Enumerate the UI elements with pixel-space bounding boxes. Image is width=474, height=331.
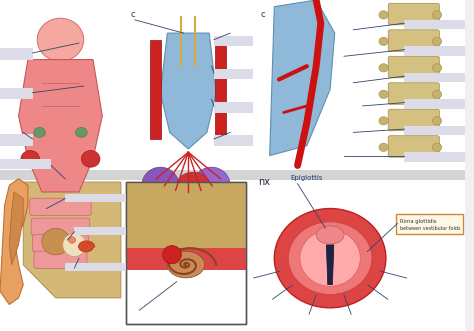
Text: c: c: [130, 10, 135, 19]
FancyBboxPatch shape: [126, 182, 246, 250]
Ellipse shape: [432, 64, 442, 72]
FancyBboxPatch shape: [404, 73, 465, 82]
Ellipse shape: [379, 37, 388, 46]
FancyBboxPatch shape: [74, 227, 126, 235]
Polygon shape: [160, 33, 216, 149]
Ellipse shape: [288, 222, 372, 295]
Ellipse shape: [193, 167, 230, 204]
FancyBboxPatch shape: [126, 182, 246, 324]
Ellipse shape: [34, 127, 46, 137]
Text: between vestibular folds: between vestibular folds: [400, 226, 460, 231]
Polygon shape: [327, 245, 334, 285]
Ellipse shape: [379, 117, 388, 125]
FancyBboxPatch shape: [31, 218, 90, 235]
FancyBboxPatch shape: [126, 248, 246, 270]
Ellipse shape: [379, 143, 388, 152]
Ellipse shape: [316, 226, 344, 244]
Ellipse shape: [21, 151, 39, 167]
FancyBboxPatch shape: [404, 126, 465, 135]
FancyBboxPatch shape: [214, 69, 254, 79]
Ellipse shape: [69, 237, 75, 243]
Ellipse shape: [37, 18, 84, 61]
Ellipse shape: [172, 201, 205, 210]
Ellipse shape: [432, 90, 442, 99]
Ellipse shape: [379, 64, 388, 72]
FancyBboxPatch shape: [388, 3, 439, 25]
Ellipse shape: [379, 11, 388, 19]
Ellipse shape: [379, 90, 388, 99]
FancyBboxPatch shape: [65, 194, 126, 202]
FancyBboxPatch shape: [0, 134, 33, 146]
FancyBboxPatch shape: [388, 109, 439, 131]
FancyBboxPatch shape: [388, 30, 439, 51]
Polygon shape: [9, 192, 23, 265]
Ellipse shape: [167, 251, 205, 278]
FancyBboxPatch shape: [34, 251, 87, 268]
FancyBboxPatch shape: [33, 235, 88, 252]
Ellipse shape: [172, 218, 205, 226]
FancyBboxPatch shape: [214, 135, 254, 146]
Ellipse shape: [274, 209, 386, 308]
Ellipse shape: [63, 233, 86, 257]
Ellipse shape: [432, 11, 442, 19]
FancyBboxPatch shape: [404, 99, 465, 109]
FancyBboxPatch shape: [388, 83, 439, 104]
Polygon shape: [150, 40, 161, 139]
Ellipse shape: [42, 228, 70, 255]
FancyBboxPatch shape: [404, 152, 465, 162]
FancyBboxPatch shape: [214, 102, 254, 113]
FancyBboxPatch shape: [396, 214, 463, 234]
FancyBboxPatch shape: [388, 136, 439, 157]
Text: Rima glottidis: Rima glottidis: [400, 219, 437, 224]
Polygon shape: [18, 60, 102, 192]
FancyBboxPatch shape: [214, 36, 254, 46]
FancyBboxPatch shape: [404, 20, 465, 29]
Text: Epiglottis: Epiglottis: [291, 175, 323, 181]
Polygon shape: [0, 179, 28, 305]
Ellipse shape: [432, 143, 442, 152]
Ellipse shape: [75, 127, 87, 137]
FancyBboxPatch shape: [30, 198, 91, 215]
Polygon shape: [270, 0, 335, 156]
FancyBboxPatch shape: [388, 56, 439, 78]
FancyBboxPatch shape: [0, 170, 465, 180]
Polygon shape: [215, 40, 227, 139]
Ellipse shape: [177, 172, 209, 199]
Polygon shape: [23, 182, 121, 298]
Ellipse shape: [79, 241, 93, 252]
FancyBboxPatch shape: [0, 48, 33, 60]
Ellipse shape: [142, 167, 179, 204]
Ellipse shape: [432, 117, 442, 125]
Text: nx: nx: [258, 177, 270, 187]
FancyBboxPatch shape: [0, 159, 51, 169]
FancyBboxPatch shape: [0, 88, 33, 99]
Ellipse shape: [300, 230, 360, 286]
Text: c: c: [260, 10, 265, 19]
Ellipse shape: [82, 151, 100, 167]
Ellipse shape: [163, 246, 182, 264]
FancyBboxPatch shape: [404, 46, 465, 56]
FancyBboxPatch shape: [65, 263, 126, 271]
Ellipse shape: [432, 37, 442, 46]
